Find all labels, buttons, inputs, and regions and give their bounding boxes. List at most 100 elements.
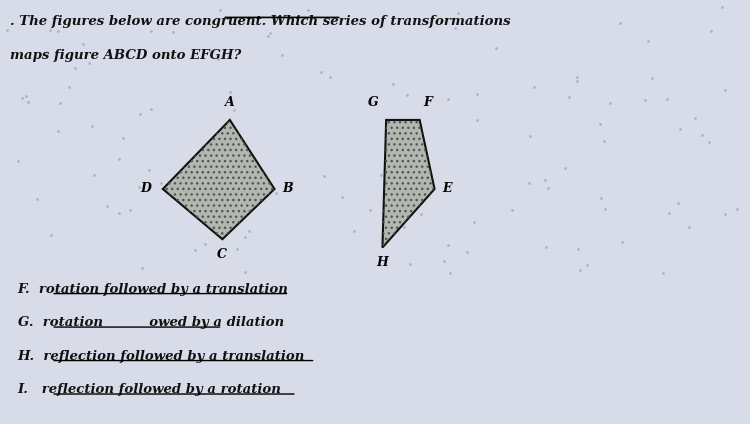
Point (472, 91, 484, 98)
Point (400, 92, 412, 99)
Point (528, 83, 540, 90)
Text: E: E (442, 182, 452, 195)
Point (83, 59, 95, 66)
Point (20, 92, 32, 99)
Point (136, 265, 148, 271)
Point (44, 27, 56, 34)
Point (571, 78, 583, 84)
Point (16, 95, 28, 101)
Point (604, 99, 616, 106)
Point (490, 44, 502, 51)
Point (145, 27, 157, 34)
Point (190, 247, 202, 254)
Point (124, 206, 136, 213)
Point (718, 87, 730, 94)
Point (134, 184, 146, 190)
Point (594, 120, 606, 127)
Point (229, 184, 241, 191)
Point (53, 127, 64, 134)
Point (206, 201, 218, 208)
Point (302, 7, 314, 14)
Point (70, 64, 82, 71)
Point (438, 257, 450, 264)
Point (212, 55, 224, 62)
Point (560, 165, 572, 171)
Point (54, 100, 66, 106)
Point (102, 49, 114, 56)
Point (404, 260, 416, 267)
Point (415, 210, 427, 217)
Point (182, 205, 194, 212)
Point (22, 99, 34, 106)
Text: G: G (368, 97, 379, 109)
Point (146, 106, 158, 112)
Text: G.  rotation          owed by a dilation: G. rotation owed by a dilation (18, 316, 284, 329)
Point (134, 111, 146, 117)
Text: C: C (217, 248, 227, 261)
Point (86, 122, 98, 129)
Text: I.   reflection followed by a rotation: I. reflection followed by a rotation (18, 383, 281, 396)
Point (117, 135, 129, 142)
Point (398, 223, 410, 230)
Point (286, 179, 298, 185)
Point (614, 20, 626, 27)
Point (228, 106, 240, 113)
Polygon shape (163, 120, 274, 239)
Point (718, 211, 730, 218)
Point (598, 137, 610, 144)
Point (704, 138, 716, 145)
Point (380, 135, 392, 142)
Point (224, 89, 236, 95)
Point (444, 270, 456, 276)
Point (88, 171, 100, 178)
Point (132, 15, 144, 22)
Text: A: A (225, 97, 235, 109)
Point (468, 218, 480, 225)
Point (113, 209, 125, 216)
Point (540, 244, 552, 251)
Point (524, 132, 536, 139)
Point (31, 17, 43, 23)
Point (32, 195, 44, 202)
Point (662, 96, 674, 103)
Point (641, 37, 653, 44)
Point (581, 261, 593, 268)
Point (364, 207, 376, 214)
Point (689, 114, 701, 121)
Point (523, 179, 535, 186)
Point (336, 194, 348, 201)
Point (442, 96, 454, 103)
Text: F: F (424, 97, 432, 109)
Point (100, 203, 112, 210)
Point (731, 206, 743, 212)
Point (572, 246, 584, 253)
Point (506, 207, 518, 214)
Text: F.  rotation followed by a translation: F. rotation followed by a translation (18, 283, 289, 296)
Point (376, 171, 388, 178)
Point (571, 74, 583, 81)
Polygon shape (382, 120, 434, 248)
Point (673, 199, 685, 206)
Point (167, 29, 179, 36)
Text: H.  reflection followed by a translation: H. reflection followed by a translation (18, 350, 305, 363)
Point (214, 7, 226, 14)
Point (275, 52, 287, 59)
Point (262, 33, 274, 39)
Point (470, 117, 482, 123)
Point (365, 99, 377, 106)
Point (674, 126, 686, 132)
Text: B: B (282, 182, 292, 195)
Point (598, 206, 610, 212)
Point (460, 248, 472, 255)
Point (563, 94, 575, 101)
Point (113, 155, 125, 162)
Point (45, 232, 57, 239)
Point (616, 239, 628, 245)
Point (238, 269, 250, 276)
Point (231, 246, 243, 253)
Point (1, 26, 13, 33)
Point (40, 49, 52, 56)
Point (214, 136, 226, 143)
Point (269, 190, 281, 196)
Text: D: D (141, 182, 152, 195)
